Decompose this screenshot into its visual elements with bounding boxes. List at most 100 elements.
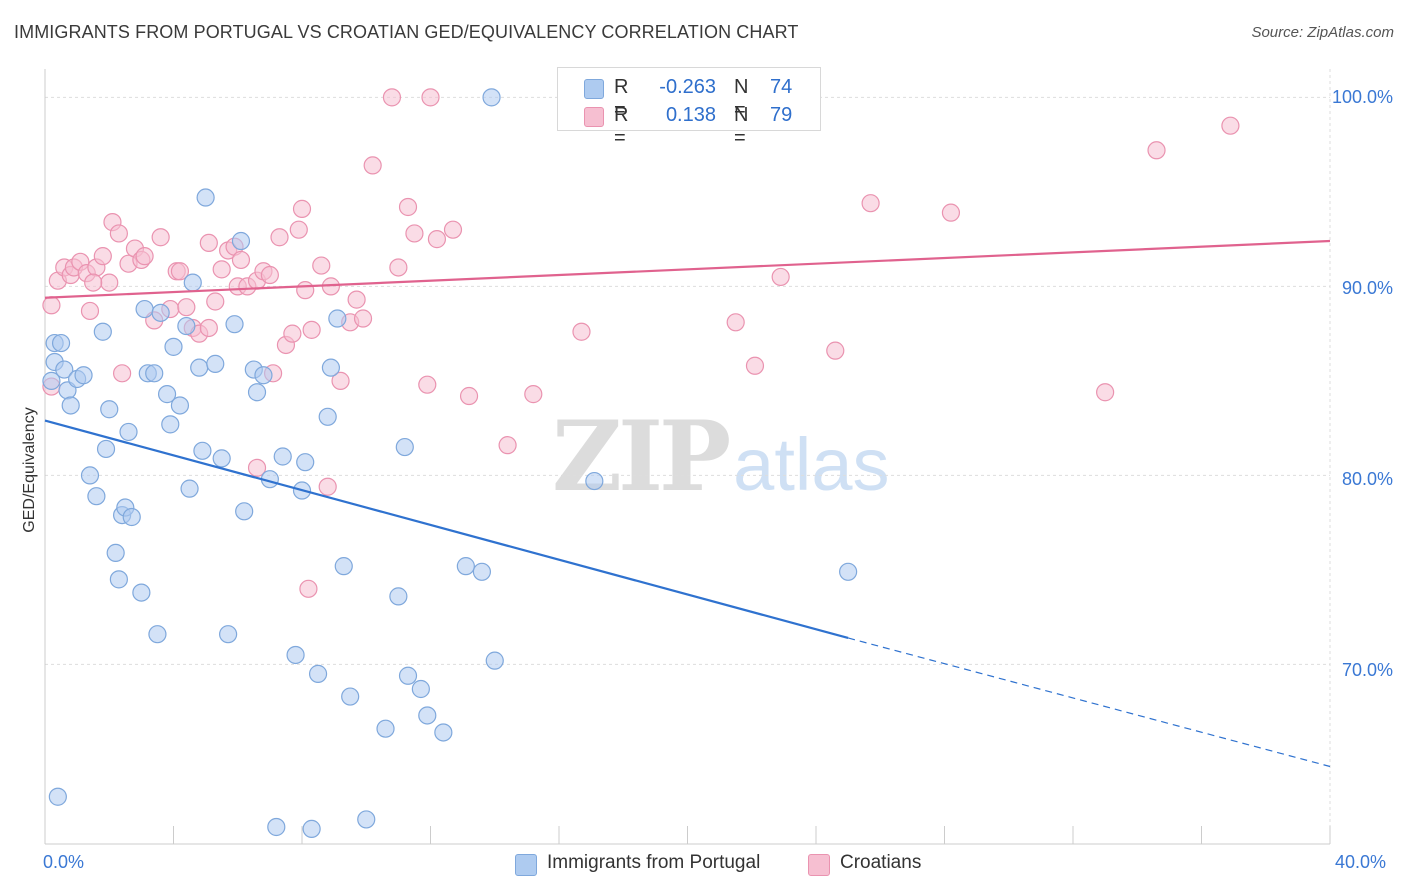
portugal-point xyxy=(51,333,71,353)
croatians-trend-line xyxy=(44,239,1331,299)
croatians-point xyxy=(405,224,424,243)
portugal-point xyxy=(389,587,408,606)
x-tick-max: 40.0% xyxy=(1335,852,1387,872)
croatians-point xyxy=(247,458,267,477)
portugal-point xyxy=(286,645,305,665)
croatians-point xyxy=(302,320,321,339)
legend-r-value: -0.263 xyxy=(659,76,716,98)
y-tick-100: 100.0% xyxy=(1331,87,1393,107)
portugal-point xyxy=(839,562,858,581)
croatians-point xyxy=(270,228,289,247)
croatians-point xyxy=(353,309,373,328)
portugal-point xyxy=(148,625,167,644)
portugal-point xyxy=(585,471,604,491)
portugal-point xyxy=(109,570,128,589)
portugal-point xyxy=(376,719,395,738)
croatians-points xyxy=(42,88,1240,598)
portugal-trend-line xyxy=(44,419,849,640)
croatians-point xyxy=(109,224,128,243)
portugal-point xyxy=(190,358,209,377)
portugal-point xyxy=(170,396,190,415)
croatians-point xyxy=(299,579,318,598)
croatians-point xyxy=(347,290,366,309)
portugal-point xyxy=(157,385,177,404)
portugal-point xyxy=(411,679,430,699)
croatians-point xyxy=(151,228,170,247)
croatians-point xyxy=(1147,141,1166,160)
croatians-point xyxy=(524,385,543,404)
portugal-point xyxy=(135,299,154,319)
croatians-point xyxy=(1221,116,1240,135)
portugal-point xyxy=(93,322,112,341)
portugal-point xyxy=(235,502,254,521)
portugal-point xyxy=(206,354,225,373)
portugal-point xyxy=(219,625,238,644)
portugal-point xyxy=(308,664,328,683)
y-tick-80: 80.0% xyxy=(1341,469,1393,489)
portugal-point xyxy=(321,358,341,377)
croatians-point xyxy=(206,292,225,311)
axes xyxy=(44,69,1331,845)
portugal-point xyxy=(80,466,100,485)
croatians-point xyxy=(418,375,437,394)
portugal-point xyxy=(398,666,418,685)
y-tick-70: 70.0% xyxy=(1341,660,1393,680)
portugal-points xyxy=(42,88,858,838)
croatians-point xyxy=(331,371,350,390)
portugal-point xyxy=(273,447,292,466)
croatians-point xyxy=(296,281,315,300)
trend-lines xyxy=(44,239,1331,768)
chart-title: IMMIGRANTS FROM PORTUGAL VS CROATIAN GED… xyxy=(14,22,799,42)
legend-label-croatians: Croatians xyxy=(840,852,922,873)
portugal-point xyxy=(106,543,125,563)
croatians-point xyxy=(84,273,103,292)
portugal-point xyxy=(225,315,244,334)
portugal-point xyxy=(341,687,360,706)
portugal-point xyxy=(122,507,141,527)
portugal-point xyxy=(151,303,170,322)
croatians-point xyxy=(283,324,302,343)
portugal-point xyxy=(296,453,315,472)
portugal-point xyxy=(87,487,106,506)
croatians-point xyxy=(100,273,119,292)
portugal-point xyxy=(96,439,116,459)
croatians-point xyxy=(459,386,479,406)
portugal-point xyxy=(267,817,286,837)
croatians-point xyxy=(726,313,745,332)
croatians-point xyxy=(421,88,440,107)
portugal-point xyxy=(177,316,196,336)
croatians-point xyxy=(398,197,418,217)
portugal-point xyxy=(357,810,376,829)
portugal-point xyxy=(164,337,183,356)
watermark-atlas: atlas xyxy=(733,423,890,506)
portugal-point xyxy=(74,366,93,385)
portugal-point xyxy=(328,309,347,328)
legend-r-label: R = xyxy=(614,76,629,121)
portugal-point xyxy=(161,415,180,434)
croatians-point xyxy=(382,88,402,107)
portugal-point xyxy=(48,787,67,806)
croatians-point xyxy=(199,233,218,253)
legend-n-label: N = xyxy=(734,104,749,149)
croatians-point xyxy=(1096,383,1115,402)
croatians-point xyxy=(861,194,880,213)
legend-swatch-blue xyxy=(515,854,537,876)
croatians-point xyxy=(318,477,337,496)
legend-swatch-blue xyxy=(584,79,604,99)
stats-legend: R = -0.263 N = 74 R = 0.138 N = 79 xyxy=(557,67,821,149)
portugal-point xyxy=(183,273,202,292)
croatians-point xyxy=(177,298,196,317)
croatians-point xyxy=(771,267,790,287)
portugal-point xyxy=(482,88,501,107)
portugal-point xyxy=(132,583,151,602)
portugal-point xyxy=(456,557,475,576)
legend-n-value: 74 xyxy=(770,76,793,98)
watermark-zip: ZIP xyxy=(552,400,731,513)
portugal-point xyxy=(472,562,491,581)
croatians-point xyxy=(112,364,132,383)
croatians-point xyxy=(80,301,100,321)
gridlines xyxy=(45,69,1331,844)
croatians-point xyxy=(260,265,279,285)
x-tick-min: 0.0% xyxy=(43,852,85,872)
croatians-point xyxy=(826,341,845,360)
